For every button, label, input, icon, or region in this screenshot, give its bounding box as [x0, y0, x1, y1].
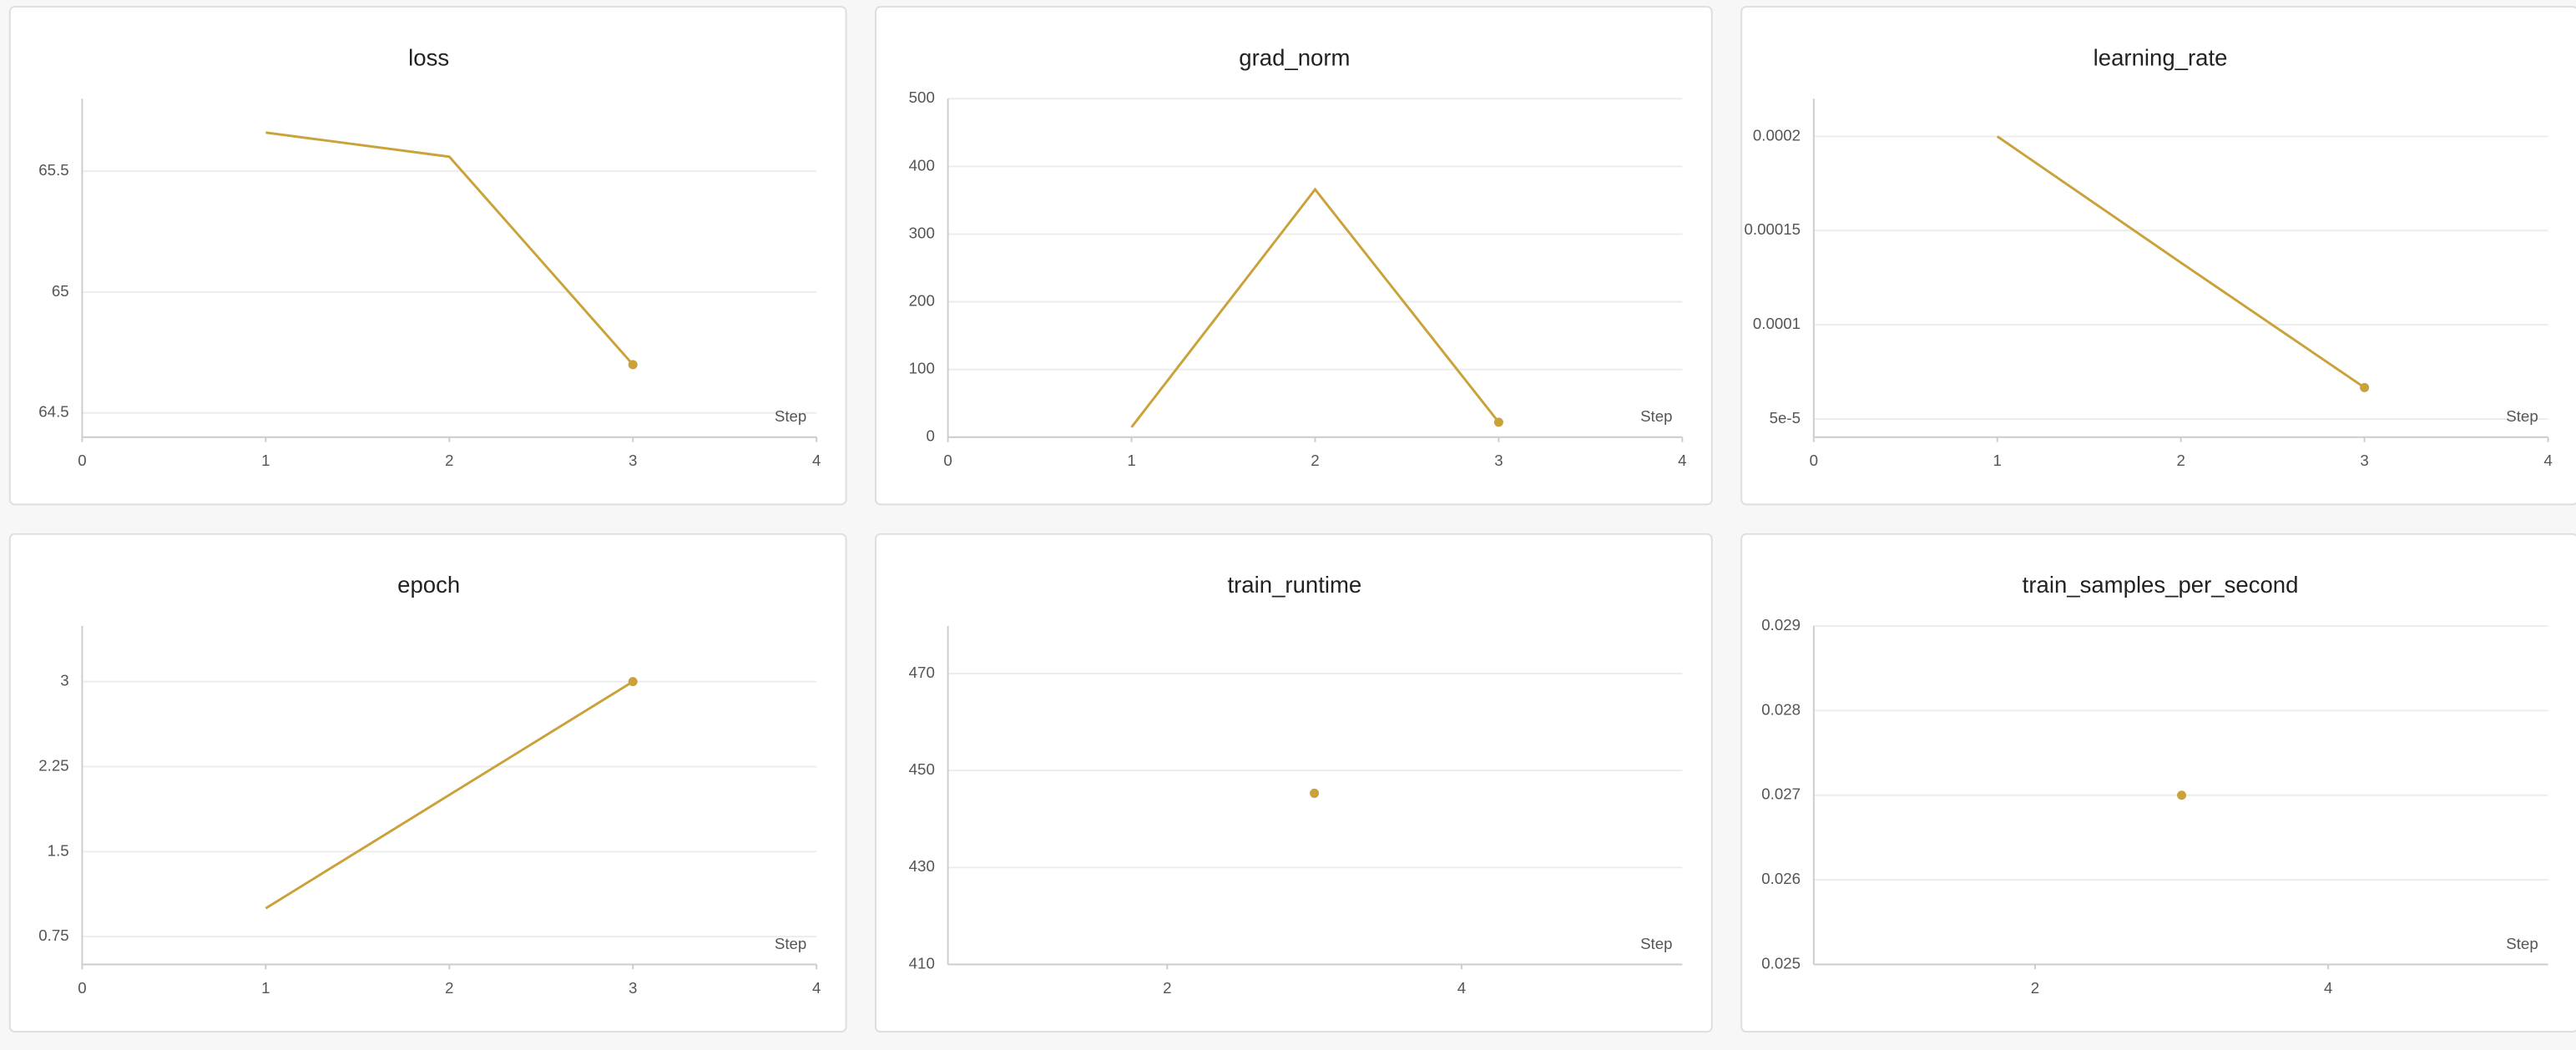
- y-tick-label: 0.0002: [1753, 126, 1801, 144]
- x-tick-label: 2: [1311, 452, 1319, 469]
- x-axis-label: Step: [775, 407, 806, 425]
- point: [1310, 788, 1320, 798]
- y-tick-label: 0.026: [1761, 870, 1801, 887]
- x-tick-label: 1: [261, 979, 270, 997]
- x-tick-label: 2: [445, 979, 453, 997]
- y-tick-label: 100: [909, 360, 935, 377]
- y-tick-label: 5e-5: [1770, 409, 1801, 427]
- x-tick-label: 3: [629, 979, 637, 997]
- y-tick-label: 0.025: [1761, 954, 1801, 972]
- y-tick-label: 1.5: [48, 841, 69, 859]
- y-tick-label: 65.5: [38, 161, 68, 179]
- panel: [1740, 533, 2576, 1033]
- x-axis-label: Step: [1640, 935, 1672, 952]
- series-line: [265, 680, 634, 910]
- panel: [875, 6, 1713, 506]
- y-tick-label: 0.75: [38, 926, 68, 944]
- y-tick-label: 300: [909, 224, 935, 241]
- panel: [8, 533, 847, 1033]
- x-tick-label: 4: [812, 979, 821, 997]
- x-tick-label: 1: [261, 452, 270, 469]
- x-tick-label: 0: [943, 452, 952, 469]
- x-tick-label: 4: [812, 452, 821, 469]
- chart-title: epoch: [397, 572, 460, 598]
- x-tick-label: 0: [78, 452, 86, 469]
- chart-title: grad_norm: [1239, 44, 1350, 70]
- chart-title: learning_rate: [2094, 44, 2228, 70]
- point: [628, 360, 638, 370]
- point: [1493, 417, 1503, 427]
- chart-title: loss: [408, 44, 449, 70]
- x-axis-label: Step: [2506, 407, 2538, 425]
- point: [628, 677, 638, 687]
- panel: [875, 533, 1713, 1033]
- x-tick-label: 2: [2031, 979, 2039, 997]
- y-tick-label: 0.0001: [1753, 315, 1801, 332]
- x-tick-label: 1: [1127, 452, 1135, 469]
- x-tick-label: 3: [2360, 452, 2368, 469]
- y-tick-label: 2.25: [38, 756, 68, 774]
- x-tick-label: 1: [1993, 452, 2002, 469]
- panel: [1740, 6, 2576, 506]
- y-tick-label: 200: [909, 291, 935, 309]
- point: [2177, 790, 2187, 800]
- y-tick-label: 430: [909, 857, 935, 875]
- y-tick-label: 470: [909, 664, 935, 681]
- y-tick-label: 3: [60, 672, 68, 689]
- y-tick-label: 65: [52, 282, 69, 300]
- x-tick-label: 4: [1678, 452, 1686, 469]
- x-tick-label: 4: [1457, 979, 1466, 997]
- y-tick-label: 0.027: [1761, 785, 1801, 803]
- y-tick-label: 410: [909, 954, 935, 972]
- chart-title: train_samples_per_second: [2023, 572, 2299, 598]
- y-tick-label: 0.00015: [1744, 220, 1801, 238]
- panel: [8, 6, 847, 506]
- x-tick-label: 2: [1163, 979, 1171, 997]
- y-tick-label: 0: [926, 427, 934, 445]
- x-tick-label: 2: [2176, 452, 2185, 469]
- x-tick-label: 4: [2324, 979, 2332, 997]
- x-tick-label: 2: [445, 452, 453, 469]
- point: [2360, 382, 2370, 392]
- x-axis-label: Step: [2506, 935, 2538, 952]
- x-tick-label: 0: [78, 979, 86, 997]
- x-axis-label: Step: [1640, 407, 1672, 425]
- y-tick-label: 64.5: [38, 403, 68, 421]
- series-line: [1996, 135, 2366, 389]
- x-tick-label: 4: [2543, 452, 2552, 469]
- x-axis-label: Step: [775, 935, 806, 952]
- y-tick-label: 0.029: [1761, 616, 1801, 634]
- x-tick-label: 0: [1810, 452, 1818, 469]
- y-tick-label: 400: [909, 156, 935, 174]
- y-tick-label: 450: [909, 760, 935, 778]
- series-line: [265, 131, 634, 366]
- chart-title: train_runtime: [1227, 572, 1361, 598]
- series-line: [1130, 187, 1500, 428]
- x-tick-label: 3: [629, 452, 637, 469]
- x-tick-label: 3: [1494, 452, 1503, 469]
- y-tick-label: 0.028: [1761, 700, 1801, 718]
- y-tick-label: 500: [909, 88, 935, 106]
